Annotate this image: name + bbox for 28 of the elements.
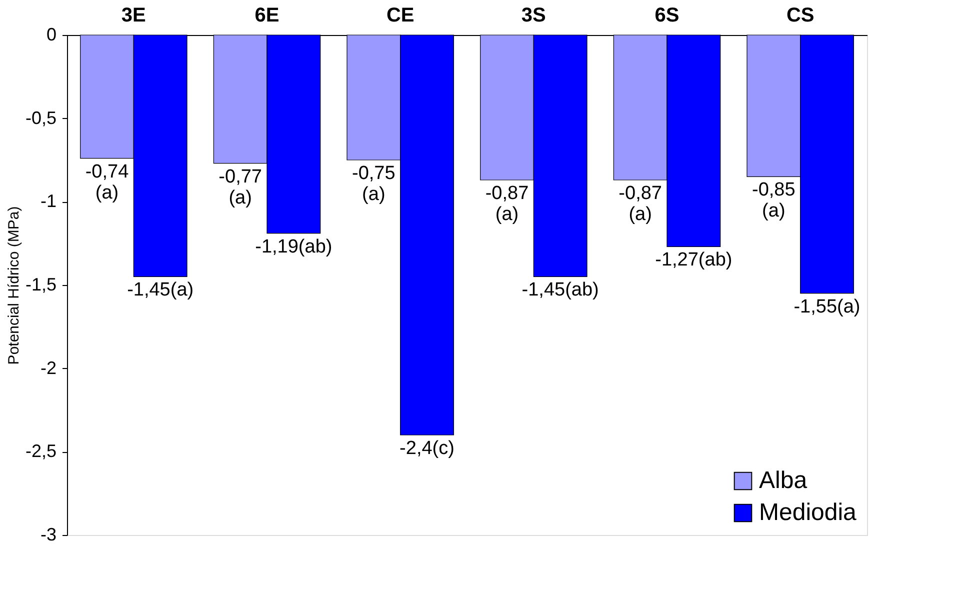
y-tick-label: -1,5 xyxy=(25,274,56,294)
data-label: -1,27(ab) xyxy=(655,250,732,271)
legend-label: Mediodia xyxy=(759,499,858,526)
data-label: -2,4(c) xyxy=(400,438,454,459)
data-label: -1,19(ab) xyxy=(255,236,332,258)
data-label: -0,87 (a) xyxy=(618,183,662,225)
y-tick-label: -2,5 xyxy=(25,441,56,462)
y-tick-label: -2 xyxy=(40,358,56,378)
y-tick-label: 0 xyxy=(46,24,56,44)
data-label: -1,45(ab) xyxy=(522,280,599,301)
x-tick-label: CE xyxy=(386,4,414,26)
data-label: -1,45(a) xyxy=(127,280,194,301)
data-label: -0,87 (a) xyxy=(485,183,529,225)
y-tick-label: -3 xyxy=(40,524,56,544)
legend-label: Alba xyxy=(759,467,808,494)
x-tick-label: CS xyxy=(786,4,814,26)
data-label: -1,55(a) xyxy=(794,296,860,318)
data-label: -0,75 (a) xyxy=(352,163,396,205)
y-tick-label: -0,5 xyxy=(25,108,56,128)
data-label: -0,85 (a) xyxy=(752,180,796,222)
data-label: -0,77 (a) xyxy=(218,166,262,208)
y-axis-title: Potencial Hídrico (MPa) xyxy=(5,206,22,365)
x-tick-label: 3E xyxy=(121,4,146,26)
x-tick-label: 3S xyxy=(521,4,546,26)
y-tick-label: -1 xyxy=(40,191,56,212)
data-label: -0,74 (a) xyxy=(85,161,130,204)
x-tick-label: 6E xyxy=(254,4,280,26)
x-tick-label: 6S xyxy=(654,4,680,26)
